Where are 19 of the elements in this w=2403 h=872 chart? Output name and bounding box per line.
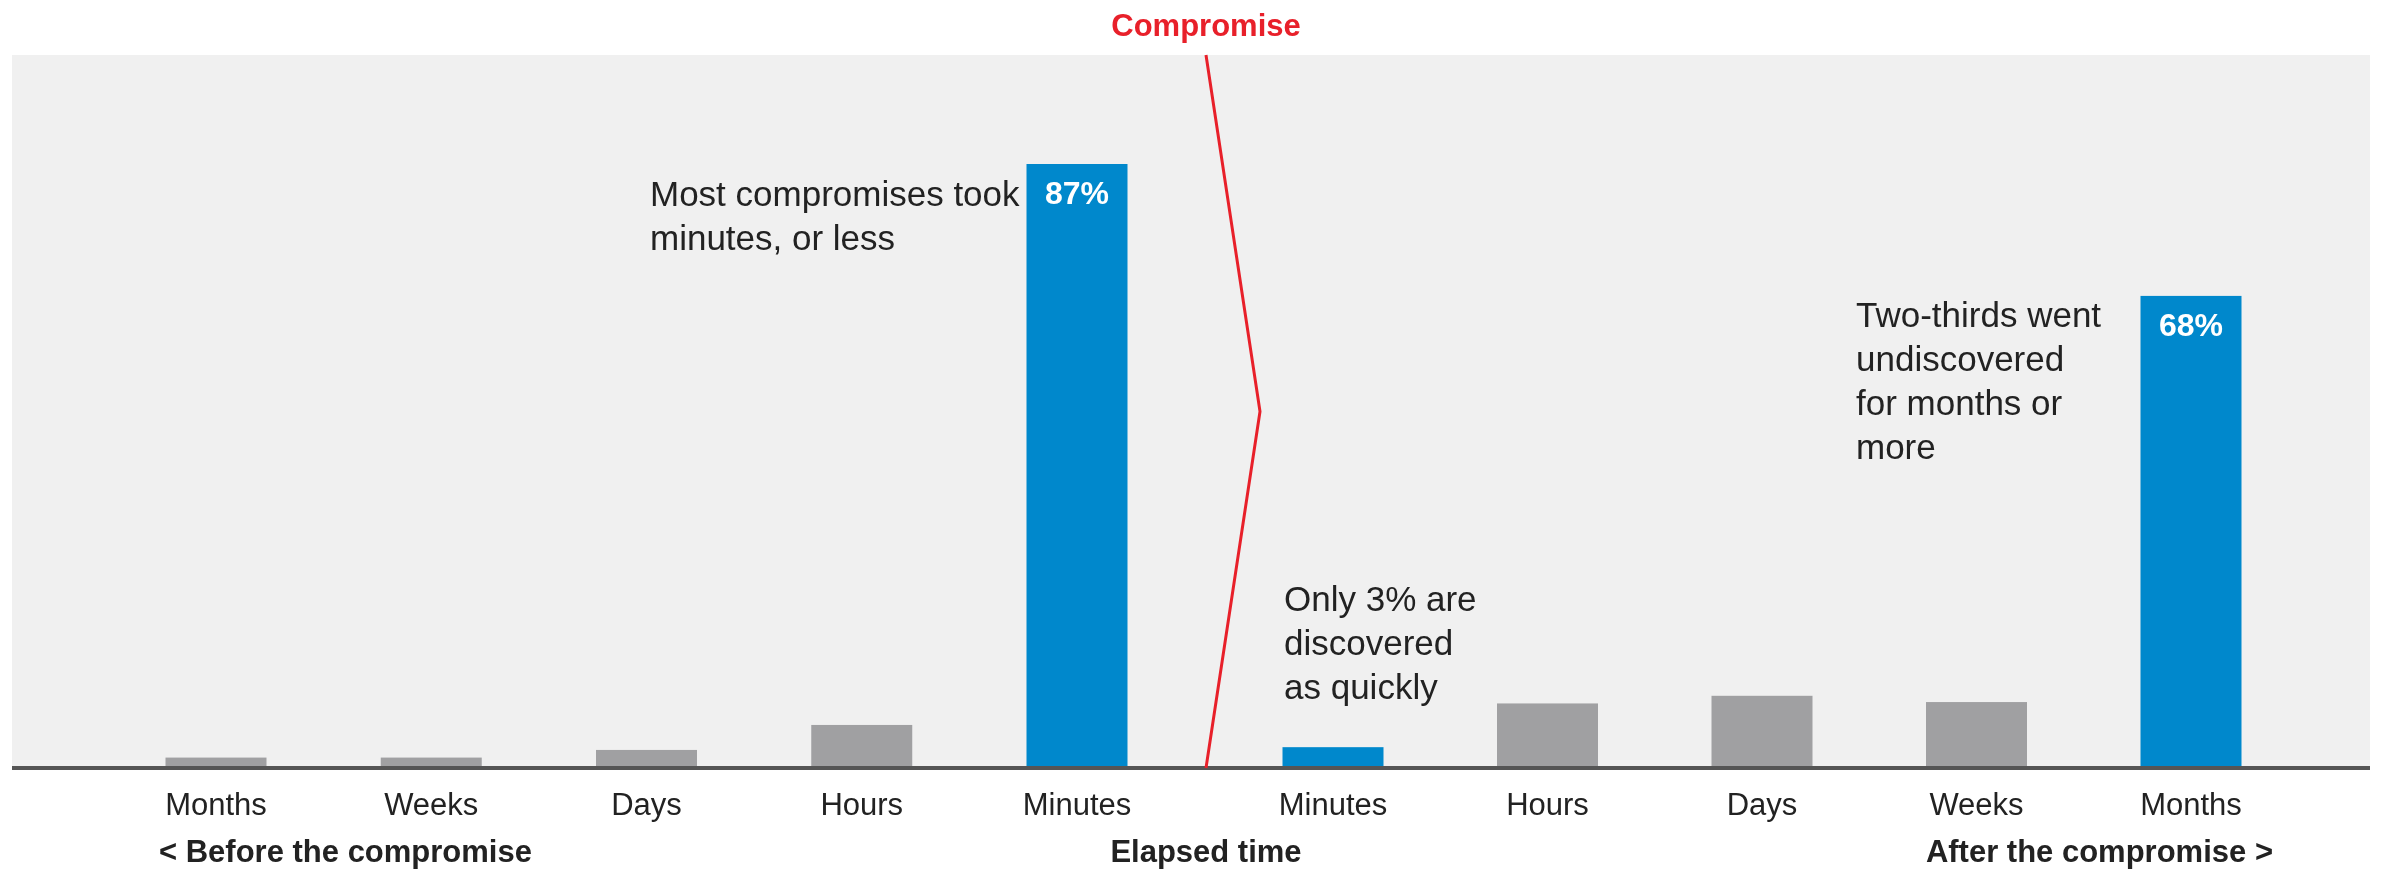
x-tick-label: Months — [2140, 787, 2242, 822]
x-tick-label: Weeks — [384, 787, 479, 822]
annotation: Two-thirds went undiscovered for months or more — [1856, 295, 2102, 466]
text: Compromise — [1111, 8, 1301, 43]
data-label: 68% — [2158, 306, 2224, 343]
x-axis-title: Elapsed time — [1110, 834, 1302, 869]
x-tick-label: Hours — [820, 787, 904, 822]
x-tick-label: Days — [1726, 787, 1798, 822]
x-tick-label: Days — [611, 787, 682, 822]
annotation: Only 3% are discovered as quickly — [1284, 579, 1477, 706]
text: < Before the compromise — [159, 834, 532, 869]
x-tick-label: Weeks — [1929, 787, 2024, 822]
text: After the compromise > — [1925, 834, 2273, 869]
data-label: 87% — [1044, 175, 1110, 211]
x-tick-label: Hours — [1506, 787, 1589, 822]
x-tick-label: Minutes — [1278, 787, 1388, 822]
annotation: Most compromises took minutes, or less — [650, 174, 1021, 257]
x-tick-label: Months — [165, 787, 267, 822]
x-tick-label: Minutes — [1022, 787, 1132, 822]
